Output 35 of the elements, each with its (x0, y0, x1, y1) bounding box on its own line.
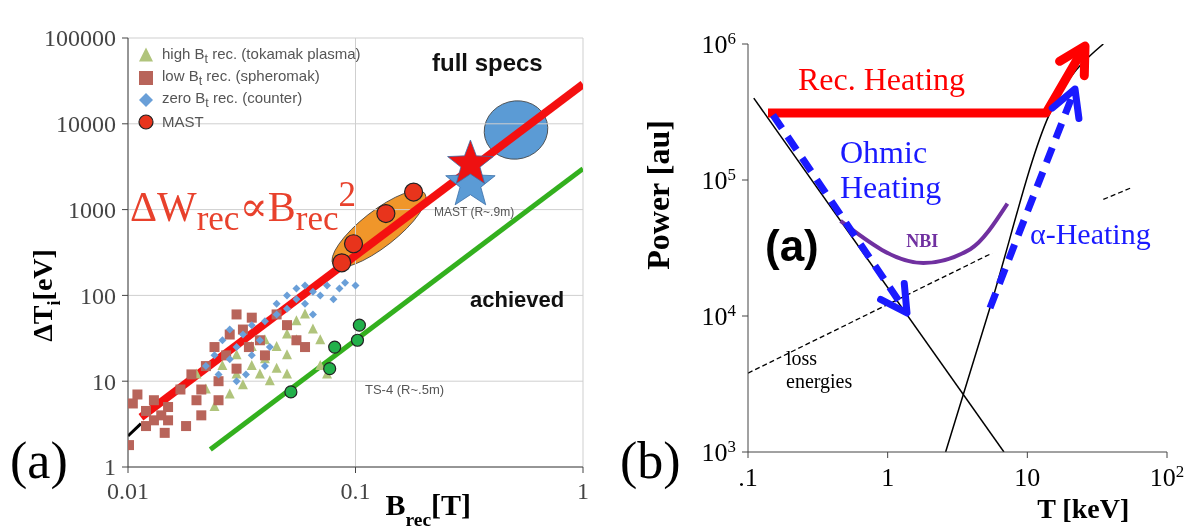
legend-label: low B$_{t}$ rec. (spheromak) (162, 66, 320, 88)
annotation: α-Heating (1030, 217, 1151, 250)
y-tick-label: 10$^{5}$ (701, 164, 736, 196)
y-tick-label: 10 (92, 368, 116, 395)
annotation: TS-4 (R~.5m) (365, 382, 445, 398)
annotation: full specs (432, 49, 543, 77)
series-label: loss energies (786, 347, 853, 394)
x-tick-label: 1 (881, 463, 895, 492)
legend-label: MAST (162, 112, 204, 130)
y-axis-title: Power [au] (640, 120, 677, 270)
y-tick-label: 10$^{3}$ (701, 436, 736, 468)
legend-label: zero B$_{t}$ rec. (counter) (162, 88, 303, 110)
y-tick-label: 10$^{4}$ (701, 300, 737, 332)
text: (a) (10, 432, 68, 490)
y-tick-label: 10000 (56, 111, 116, 138)
y-tick-label: 100000 (44, 25, 116, 52)
annotation: Rec. Heating (798, 61, 966, 98)
series-label: NBI (906, 231, 939, 252)
x-tick-label: 1 (577, 478, 589, 504)
annotation: Ohmic Heating (840, 134, 943, 206)
x-axis-title: T [keV] (1037, 493, 1130, 524)
x-tick-label: 10 (1014, 463, 1041, 492)
x-tick-label: .1 (738, 463, 758, 492)
x-tick-label: 0.1 (340, 478, 371, 504)
x-axis-title: B$_{rec}$[T] (385, 488, 472, 528)
x-tick-label: 10$^{2}$ (1149, 461, 1185, 492)
text: (b) (620, 432, 681, 490)
annotation: achieved (470, 287, 565, 313)
y-tick-label: 1000 (68, 197, 116, 223)
annotation: (a) (765, 221, 819, 271)
annotation: MAST (R~.9m) (434, 205, 515, 220)
y-tick-label: 10$^{6}$ (701, 28, 736, 60)
y-tick-label: 100 (80, 282, 116, 309)
legend-label: high B$_{t}$ rec. (tokamak plasma) (162, 44, 361, 66)
x-tick-label: 0.01 (107, 478, 149, 504)
